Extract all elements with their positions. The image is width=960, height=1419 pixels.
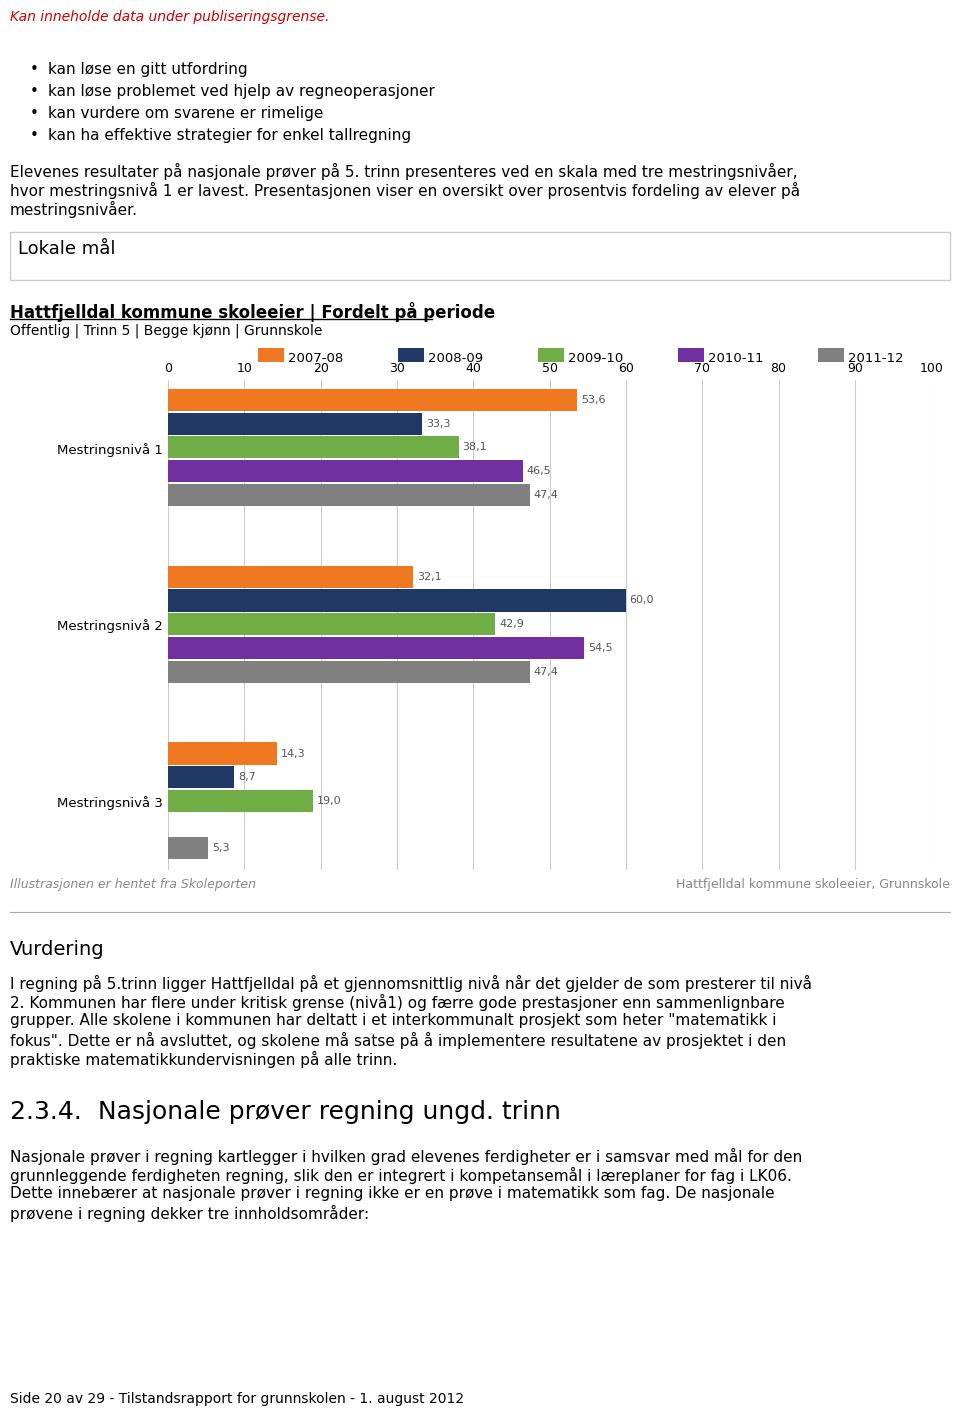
Bar [168,613,495,636]
Text: hvor mestringsnivå 1 er lavest. Presentasjonen viser en oversikt over prosentvis: hvor mestringsnivå 1 er lavest. Presenta… [10,182,800,199]
Text: kan ha effektive strategier for enkel tallregning: kan ha effektive strategier for enkel ta… [48,128,411,143]
FancyBboxPatch shape [538,348,564,362]
Text: 47,4: 47,4 [534,667,559,677]
Text: 47,4: 47,4 [534,490,559,499]
Text: 42,9: 42,9 [499,619,524,629]
Text: 32,1: 32,1 [417,572,442,582]
Bar [168,766,234,788]
Text: •: • [30,106,38,121]
Text: Hattfjelldal kommune skoleeier | Fordelt på periode: Hattfjelldal kommune skoleeier | Fordelt… [10,302,495,322]
Bar [168,437,459,458]
Text: 2011-12: 2011-12 [848,352,903,365]
Bar [168,389,577,412]
Text: 2009-10: 2009-10 [568,352,623,365]
FancyBboxPatch shape [10,231,950,280]
Text: 60,0: 60,0 [630,596,654,606]
Text: 2010-11: 2010-11 [708,352,763,365]
Text: 8,7: 8,7 [238,772,256,782]
Text: •: • [30,62,38,77]
Text: Illustrasjonen er hentet fra Skoleporten: Illustrasjonen er hentet fra Skoleporten [10,878,256,891]
Text: Dette innebærer at nasjonale prøver i regning ikke er en prøve i matematikk som : Dette innebærer at nasjonale prøver i re… [10,1186,775,1200]
Bar [168,637,584,658]
Text: 2. Kommunen har flere under kritisk grense (nivå1) og færre gode prestasjoner en: 2. Kommunen har flere under kritisk gren… [10,993,784,1010]
Text: praktiske matematikkundervisningen på alle trinn.: praktiske matematikkundervisningen på al… [10,1051,397,1069]
Text: 38,1: 38,1 [463,443,488,453]
Bar [168,484,530,505]
FancyBboxPatch shape [258,348,284,362]
Bar [168,837,208,860]
Text: Elevenes resultater på nasjonale prøver på 5. trinn presenteres ved en skala med: Elevenes resultater på nasjonale prøver … [10,163,798,180]
Text: I regning på 5.trinn ligger Hattfjelldal på et gjennomsnittlig nivå når det gjel: I regning på 5.trinn ligger Hattfjelldal… [10,975,812,992]
Bar [168,413,422,434]
Bar [168,460,523,482]
Text: Side 20 av 29 - Tilstandsrapport for grunnskolen - 1. august 2012: Side 20 av 29 - Tilstandsrapport for gru… [10,1392,464,1406]
Text: •: • [30,128,38,143]
Text: •: • [30,84,38,99]
Text: mestringsnivåer.: mestringsnivåer. [10,201,138,219]
Text: prøvene i regning dekker tre innholdsområder:: prøvene i regning dekker tre innholdsomr… [10,1205,370,1222]
Text: grunnleggende ferdigheten regning, slik den er integrert i kompetansemål i lærep: grunnleggende ferdigheten regning, slik … [10,1166,792,1183]
Bar [168,790,313,812]
Text: grupper. Alle skolene i kommunen har deltatt i et interkommunalt prosjekt som he: grupper. Alle skolene i kommunen har del… [10,1013,777,1027]
Bar [168,566,413,587]
Text: Lokale mål: Lokale mål [18,240,115,258]
Bar [168,742,277,765]
Text: 33,3: 33,3 [426,419,450,429]
Text: Nasjonale prøver i regning kartlegger i hvilken grad elevenes ferdigheter er i s: Nasjonale prøver i regning kartlegger i … [10,1148,803,1165]
FancyBboxPatch shape [678,348,704,362]
Text: kan løse problemet ved hjelp av regneoperasjoner: kan løse problemet ved hjelp av regneope… [48,84,435,99]
Text: Hattfjelldal kommune skoleeier, Grunnskole: Hattfjelldal kommune skoleeier, Grunnsko… [676,878,950,891]
FancyBboxPatch shape [818,348,844,362]
Text: 2008-09: 2008-09 [428,352,483,365]
Text: fokus". Dette er nå avsluttet, og skolene må satse på å implementere resultatene: fokus". Dette er nå avsluttet, og skolen… [10,1032,786,1049]
Text: Vurdering: Vurdering [10,939,105,959]
Text: kan vurdere om svarene er rimelige: kan vurdere om svarene er rimelige [48,106,324,121]
Text: 54,5: 54,5 [588,643,612,653]
Text: 53,6: 53,6 [581,394,606,404]
FancyBboxPatch shape [398,348,424,362]
Text: 19,0: 19,0 [317,796,342,806]
Text: kan løse en gitt utfordring: kan løse en gitt utfordring [48,62,248,77]
Text: 2.3.4.  Nasjonale prøver regning ungd. trinn: 2.3.4. Nasjonale prøver regning ungd. tr… [10,1100,561,1124]
Text: Kan inneholde data under publiseringsgrense.: Kan inneholde data under publiseringsgre… [10,10,329,24]
Text: Offentlig | Trinn 5 | Begge kjønn | Grunnskole: Offentlig | Trinn 5 | Begge kjønn | Grun… [10,324,323,339]
Bar [168,660,530,683]
Text: 14,3: 14,3 [281,748,305,759]
Text: 5,3: 5,3 [212,843,229,853]
Text: 46,5: 46,5 [527,467,551,477]
Bar [168,589,626,612]
Text: 2007-08: 2007-08 [288,352,344,365]
